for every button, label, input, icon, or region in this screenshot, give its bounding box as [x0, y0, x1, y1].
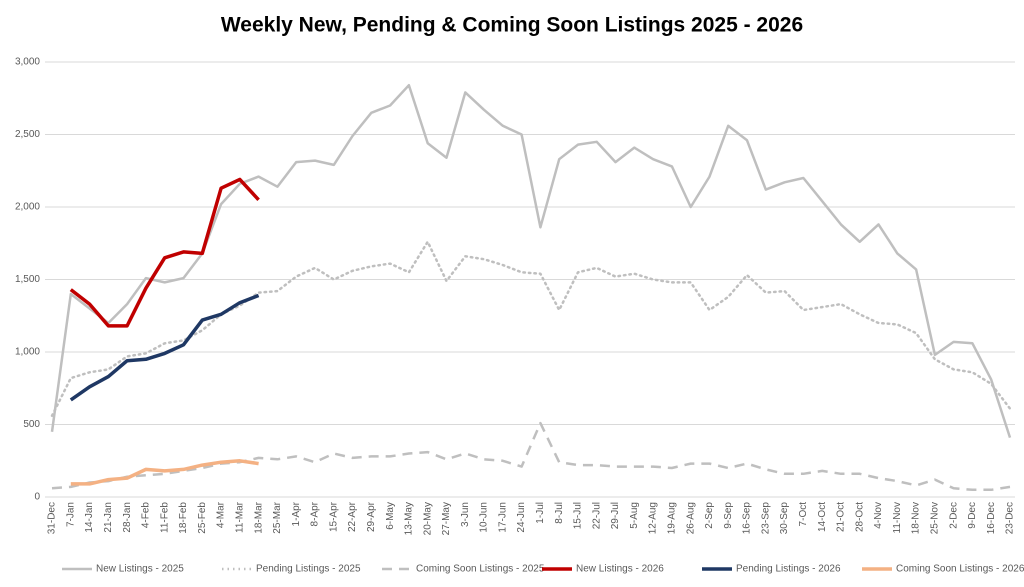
legend-label: New Listings - 2026 [576, 564, 664, 575]
x-tick-label: 2-Sep [704, 502, 715, 529]
x-tick-label: 21-Jan [103, 502, 114, 533]
x-tick-label: 14-Oct [817, 502, 828, 532]
x-tick-label: 22-Jul [591, 502, 602, 529]
x-tick-label: 7-Jan [65, 502, 76, 527]
x-tick-label: 18-Nov [911, 502, 922, 534]
x-tick-label: 11-Feb [159, 502, 170, 533]
series-line [69, 177, 260, 328]
x-tick-label: 24-Jun [516, 502, 527, 533]
x-tick-label: 16-Dec [986, 502, 997, 534]
x-tick-label: 8-Jul [554, 502, 565, 524]
x-tick-label: 23-Dec [1005, 502, 1016, 534]
x-tick-label: 4-Mar [216, 501, 227, 528]
y-tick-label: 1,500 [15, 274, 40, 285]
y-tick-label: 0 [34, 492, 40, 503]
x-tick-label: 18-Feb [178, 502, 189, 534]
x-tick-label: 27-May [441, 502, 452, 535]
series-line [50, 83, 1012, 438]
x-tick-label: 11-Nov [892, 502, 903, 534]
x-tick-label: 28-Jan [122, 502, 133, 533]
x-tick-label: 17-Jun [497, 502, 508, 533]
x-tick-label: 3-Jun [460, 502, 471, 527]
x-tick-label: 25-Feb [197, 502, 208, 534]
legend-label: Coming Soon Listings - 2026 [896, 564, 1024, 575]
x-tick-label: 6-May [385, 502, 396, 530]
x-tick-label: 1-Jul [535, 502, 546, 524]
x-tick-label: 22-Apr [347, 501, 358, 532]
x-tick-label: 30-Sep [779, 502, 790, 535]
x-tick-label: 14-Jan [84, 502, 95, 533]
x-tick-label: 21-Oct [836, 502, 847, 532]
x-tick-label: 7-Oct [798, 502, 809, 527]
x-tick-label: 9-Dec [967, 502, 978, 529]
x-tick-label: 29-Jul [610, 502, 621, 529]
x-tick-label: 8-Apr [310, 501, 321, 526]
y-tick-label: 3,000 [15, 57, 40, 68]
series-line [50, 240, 1012, 418]
x-tick-label: 10-Jun [479, 502, 490, 533]
legend-label: Coming Soon Listings - 2025 [416, 564, 545, 575]
y-tick-label: 1,000 [15, 347, 40, 358]
x-tick-label: 11-Mar [234, 501, 245, 533]
legend-label: New Listings - 2025 [96, 564, 184, 575]
x-tick-label: 20-May [422, 502, 433, 535]
x-tick-label: 29-Apr [366, 501, 377, 532]
x-tick-label: 1-Apr [291, 501, 302, 526]
x-tick-label: 18-Mar [253, 501, 264, 533]
legend-label: Pending Listings - 2026 [736, 564, 841, 575]
x-tick-label: 9-Sep [723, 502, 734, 529]
series-line [51, 421, 1011, 492]
x-tick-label: 4-Nov [873, 502, 884, 529]
x-tick-label: 13-May [404, 502, 415, 535]
x-tick-label: 26-Aug [685, 502, 696, 534]
y-tick-label: 2,000 [15, 202, 40, 213]
x-tick-label: 16-Sep [742, 502, 753, 535]
x-tick-label: 12-Aug [648, 502, 659, 534]
x-tick-label: 25-Nov [930, 502, 941, 534]
x-tick-label: 4-Feb [141, 502, 152, 529]
x-tick-label: 23-Sep [760, 502, 771, 535]
series-line [69, 293, 260, 402]
legend-label: Pending Listings - 2025 [256, 564, 361, 575]
x-tick-label: 28-Oct [854, 502, 865, 532]
x-tick-label: 15-Apr [328, 501, 339, 532]
x-tick-label: 15-Jul [573, 502, 584, 529]
x-tick-label: 19-Aug [667, 502, 678, 534]
series-line [70, 459, 259, 486]
x-tick-label: 25-Mar [272, 501, 283, 533]
x-tick-label: 31-Dec [47, 502, 58, 534]
x-tick-label: 5-Aug [629, 502, 640, 529]
x-tick-label: 2-Dec [948, 502, 959, 529]
chart-title: Weekly New, Pending & Coming Soon Listin… [221, 14, 803, 37]
y-tick-label: 2,500 [15, 129, 40, 140]
y-tick-label: 500 [23, 419, 40, 430]
